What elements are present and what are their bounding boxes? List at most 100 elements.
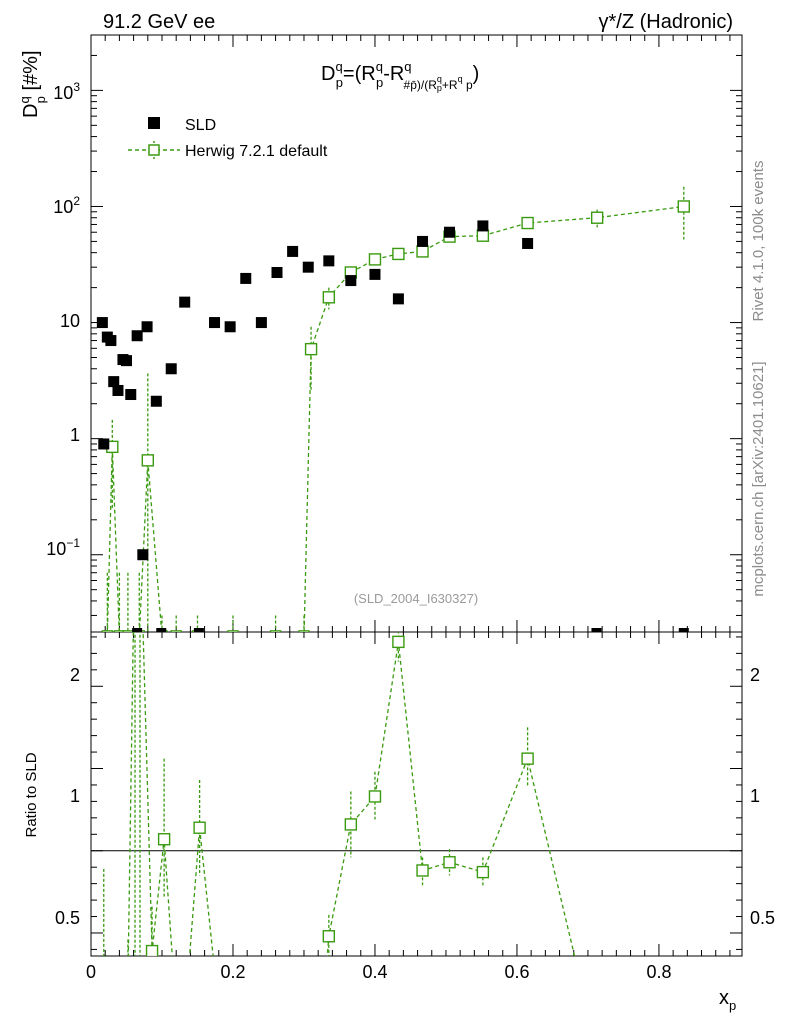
energy-label: 91.2 GeV ee bbox=[103, 11, 215, 33]
ratio-panel-frame bbox=[90, 631, 743, 957]
rivet-label: Rivet 4.1.0, 100k events bbox=[750, 161, 767, 322]
sld-point bbox=[287, 245, 299, 257]
sld-point bbox=[224, 321, 236, 333]
svg-text:Dqp=(Rqp-Rq#p̄)/(Rqp+Rq p): Dq p=(Rq p-Rq #p̄)/(Rq p+Rq p) bbox=[321, 59, 479, 93]
sld-point bbox=[179, 296, 191, 308]
legend-mc-marker bbox=[148, 144, 160, 156]
ratio-point bbox=[416, 864, 429, 877]
mc-point bbox=[113, 630, 126, 632]
sld-point-edge bbox=[193, 628, 204, 632]
ratio-point bbox=[193, 821, 206, 834]
sld-point bbox=[417, 235, 429, 247]
ratio-tick-1-left: 1 bbox=[70, 786, 80, 806]
title-symbol: D bbox=[321, 63, 335, 85]
sld-point bbox=[271, 266, 283, 278]
main-plot-area bbox=[96, 186, 690, 632]
sld-point bbox=[323, 255, 335, 267]
ratio-point bbox=[157, 833, 171, 846]
ratio-series-line bbox=[127, 632, 576, 956]
y-tick-label-1: 1 bbox=[70, 425, 80, 445]
mc-point bbox=[141, 454, 154, 467]
sld-point bbox=[369, 268, 381, 280]
sld-point bbox=[137, 549, 149, 561]
mc-point bbox=[590, 211, 604, 224]
legend: SLD Herwig 7.2.1 default bbox=[128, 117, 328, 160]
mcplots-label: mcplots.cern.ch [arXiv:2401.10621] bbox=[750, 361, 767, 596]
ratio-point bbox=[344, 818, 358, 831]
ratio-plot-area bbox=[91, 632, 742, 956]
mc-point bbox=[392, 247, 405, 261]
sld-point-edge bbox=[156, 628, 167, 632]
x-tick-label-0.6: 0.6 bbox=[504, 962, 529, 982]
title-end: ) bbox=[473, 63, 480, 85]
sld-point-edge bbox=[678, 628, 689, 632]
legend-mc-label: Herwig 7.2.1 default bbox=[185, 143, 328, 160]
y-label-unit: [#%] bbox=[20, 51, 42, 97]
ratio-point bbox=[392, 635, 405, 649]
mc-series-line bbox=[106, 205, 684, 632]
mc-point bbox=[227, 630, 239, 632]
process-label: γ*/Z (Hadronic) bbox=[599, 11, 733, 33]
mc-point bbox=[122, 630, 134, 632]
x-tick-label-0.2: 0.2 bbox=[220, 962, 245, 982]
ratio-tick-2-right: 2 bbox=[750, 665, 760, 685]
sld-point bbox=[165, 363, 177, 375]
sld-point bbox=[392, 293, 404, 305]
sld-point bbox=[522, 237, 534, 249]
ratio-tick-2-left: 2 bbox=[70, 665, 80, 685]
svg-text:Dqp [#%]: Dqp [#%] bbox=[17, 51, 48, 119]
sld-point-edge bbox=[132, 628, 143, 632]
mc-point bbox=[677, 200, 690, 213]
x-axis-label: xp bbox=[719, 987, 736, 1013]
x-tick-labels: 0 0.2 0.4 0.6 0.8 bbox=[86, 962, 672, 982]
sld-point bbox=[108, 376, 120, 388]
y-label-symbol: D bbox=[20, 104, 42, 118]
ratio-point bbox=[145, 944, 159, 956]
x-tick-label-0.4: 0.4 bbox=[362, 962, 387, 982]
y-tick-label-1000: 103 bbox=[53, 80, 80, 103]
mc-point bbox=[101, 630, 114, 632]
mc-point bbox=[521, 216, 534, 230]
ratio-point bbox=[476, 865, 490, 879]
sld-point bbox=[209, 317, 221, 329]
y-tick-label-100: 102 bbox=[53, 194, 80, 217]
sld-point bbox=[444, 226, 456, 238]
ratio-point bbox=[368, 790, 382, 803]
analysis-watermark: (SLD_2004_I630327) bbox=[354, 591, 478, 606]
legend-data-marker bbox=[148, 117, 160, 129]
title-text: =(R bbox=[343, 63, 376, 85]
x-tick-label-0.8: 0.8 bbox=[646, 962, 671, 982]
sld-point bbox=[96, 317, 108, 329]
sld-point bbox=[120, 355, 132, 367]
sld-point bbox=[131, 330, 143, 342]
mc-point bbox=[269, 630, 282, 632]
sld-point bbox=[302, 261, 314, 273]
sld-point bbox=[125, 389, 137, 401]
ratio-point bbox=[322, 930, 336, 943]
sld-point bbox=[98, 438, 110, 450]
sld-point bbox=[150, 395, 162, 407]
ratio-y-axis-label: Ratio to SLD bbox=[23, 752, 40, 837]
main-y-tick-labels: 10−1 1 10 102 103 bbox=[46, 80, 80, 559]
mc-point bbox=[322, 291, 336, 304]
mc-point bbox=[304, 342, 318, 356]
sld-point bbox=[112, 384, 124, 396]
ratio-tick-0.5-right: 0.5 bbox=[750, 908, 775, 928]
main-y-axis-label: Dqp [#%] bbox=[17, 51, 48, 119]
sld-point-edge bbox=[591, 628, 602, 632]
y-tick-label-0.1: 10−1 bbox=[46, 536, 80, 559]
sld-point bbox=[141, 321, 153, 333]
sld-point bbox=[255, 317, 267, 329]
x-tick-label-0: 0 bbox=[86, 962, 96, 982]
ratio-tick-0.5-left: 0.5 bbox=[55, 908, 80, 928]
sld-point bbox=[105, 335, 117, 347]
mc-point bbox=[368, 253, 382, 266]
mc-point bbox=[476, 229, 490, 242]
y-tick-label-10: 10 bbox=[60, 311, 80, 331]
mc-point bbox=[298, 630, 310, 632]
ratio-point bbox=[521, 752, 534, 765]
legend-data-label: SLD bbox=[185, 117, 216, 134]
mc-point bbox=[416, 245, 429, 258]
mc-point bbox=[170, 630, 182, 632]
